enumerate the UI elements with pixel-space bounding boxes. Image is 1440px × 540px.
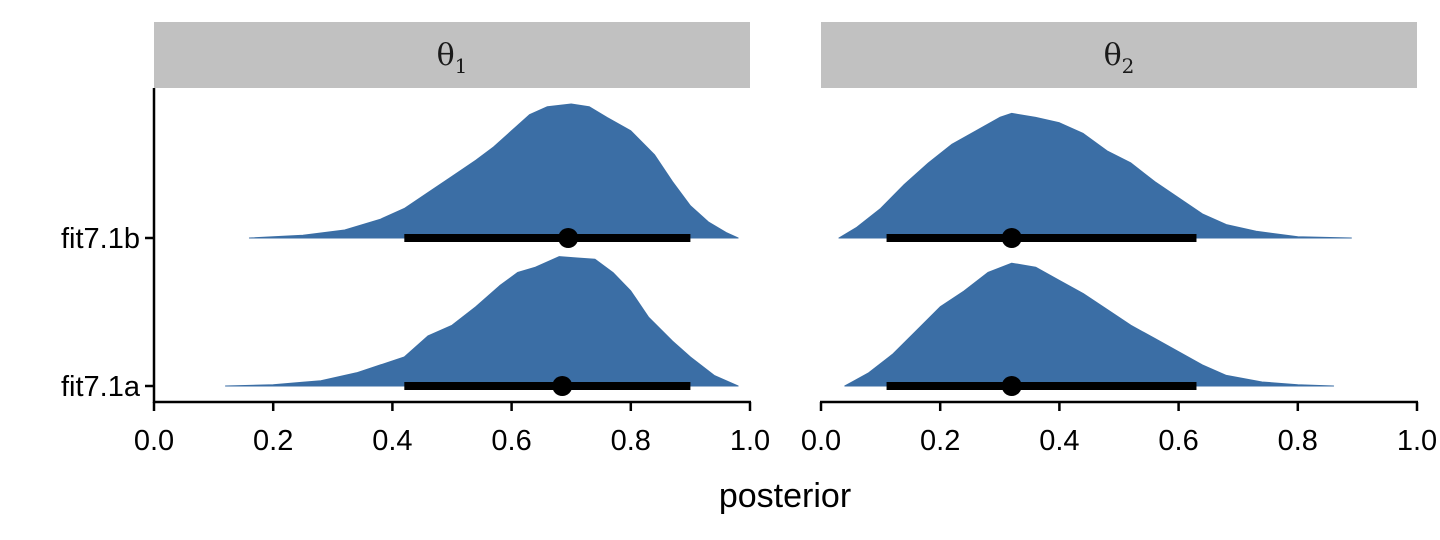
point-estimate-fit7.1b	[1001, 228, 1022, 248]
point-estimate-fit7.1a	[552, 376, 573, 396]
facet-strip	[821, 22, 1417, 88]
x-tick-label: 0.0	[134, 425, 174, 457]
point-estimate-fit7.1b	[558, 228, 579, 248]
y-tick-label: fit7.1a	[61, 371, 141, 403]
x-tick-label: 0.4	[1039, 425, 1079, 457]
facet-label: θ1	[437, 38, 468, 78]
facet-label-subscript: 2	[1122, 54, 1135, 78]
x-tick-label: 0.6	[1158, 425, 1198, 457]
density-fit7.1b	[838, 112, 1352, 239]
y-tick-label: fit7.1b	[61, 223, 140, 255]
facet-strip	[154, 22, 750, 88]
x-tick-label: 0.4	[372, 425, 412, 457]
facet-label: θ2	[1104, 38, 1135, 78]
x-tick-label: 0.6	[491, 425, 531, 457]
x-tick-label: 0.0	[801, 425, 841, 457]
facet-label-symbol: θ	[437, 38, 455, 73]
x-tick-label: 0.8	[611, 425, 651, 457]
x-tick-label: 1.0	[730, 425, 770, 457]
density-fit7.1a	[225, 256, 739, 387]
facet-panel-2: θ2 0.0 0.2 0.4 0.6 0.8 1.0	[801, 22, 1437, 457]
x-tick-label: 0.2	[920, 425, 960, 457]
facet-panel-1: θ1 0.0 0.2 0.4 0.6 0.8 1.0	[134, 22, 770, 457]
facet-label-subscript: 1	[455, 54, 468, 78]
density-fit7.1b	[248, 103, 739, 239]
x-tick-label: 0.8	[1278, 425, 1318, 457]
x-tick-label: 1.0	[1397, 425, 1437, 457]
y-axis: fit7.1b fit7.1a	[61, 88, 156, 403]
x-tick-label: 0.2	[253, 425, 293, 457]
density-fit7.1a	[844, 262, 1335, 387]
x-axis-title: posterior	[719, 477, 851, 515]
point-estimate-fit7.1a	[1001, 376, 1022, 396]
facet-label-symbol: θ	[1104, 38, 1122, 73]
